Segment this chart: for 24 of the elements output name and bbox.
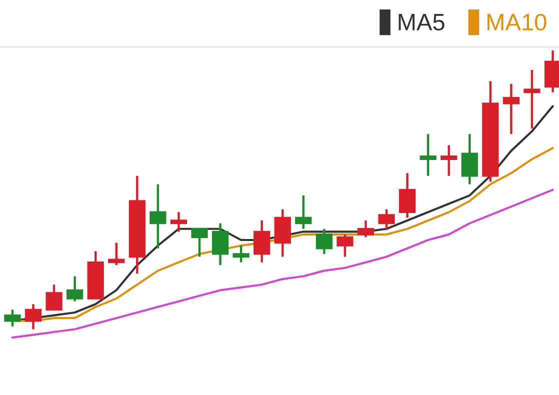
candlestick — [440, 144, 458, 178]
candlestick — [212, 222, 229, 266]
candlestick — [232, 244, 250, 264]
legend-label: MA10 — [487, 14, 546, 31]
candlestick — [254, 219, 270, 264]
candlestick — [24, 303, 42, 330]
candlestick — [4, 308, 21, 328]
candlestick — [191, 228, 208, 258]
candlestick — [295, 194, 312, 230]
candlestick — [398, 172, 416, 219]
candlestick — [378, 208, 395, 230]
candlestick — [420, 132, 436, 178]
candlestick — [108, 242, 125, 266]
candlestick — [66, 275, 84, 302]
candlestick — [46, 284, 62, 311]
candlestick — [150, 183, 166, 250]
candlestick — [461, 132, 478, 186]
legend-label: MA5 — [398, 14, 444, 31]
candlestick — [502, 82, 520, 136]
candlestick — [524, 68, 540, 130]
candlestick — [336, 233, 354, 258]
candlestick — [357, 219, 374, 238]
candlestick — [316, 228, 332, 256]
candlestick — [170, 211, 188, 233]
